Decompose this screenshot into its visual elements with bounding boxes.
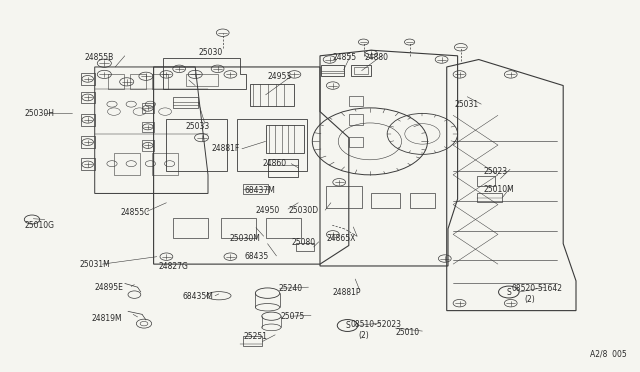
Text: S: S [506,288,511,296]
Text: 24819M: 24819M [92,314,122,323]
Text: 25033: 25033 [186,122,210,131]
Bar [173,97,198,108]
Bar [354,67,368,74]
Bar [142,103,154,113]
Text: 24880: 24880 [365,53,388,62]
Text: 25080: 25080 [291,238,316,247]
Text: A2/8  005: A2/8 005 [591,350,627,359]
Bar [221,218,256,238]
Text: 24865X: 24865X [326,234,356,243]
Bar [166,119,227,171]
Bar [349,114,363,125]
Text: 68437M: 68437M [244,186,275,195]
Bar [152,74,168,89]
Text: 24881F: 24881F [211,144,239,153]
Text: 24827G: 24827G [159,262,189,271]
Bar [81,158,95,170]
Text: 25251: 25251 [244,332,268,341]
Text: (2): (2) [525,295,536,304]
Bar [142,140,154,151]
Text: 24895E: 24895E [95,283,124,292]
Text: 24855C: 24855C [120,208,150,217]
Text: 24950: 24950 [256,206,280,215]
Text: 24860: 24860 [262,159,287,168]
Bar [81,73,95,85]
Text: 68435M: 68435M [182,292,213,301]
Text: 25075: 25075 [280,312,305,321]
Bar [266,218,301,238]
Bar [173,218,208,238]
Bar [321,65,344,76]
Bar [349,96,363,106]
Bar [410,193,435,208]
Text: 25030: 25030 [198,48,223,57]
Text: 24953: 24953 [268,72,292,81]
Text: S: S [345,321,350,330]
Text: 25030M: 25030M [229,234,260,243]
Bar [296,243,314,251]
Text: 25023: 25023 [483,167,508,176]
Text: 25010M: 25010M [483,185,514,194]
Bar [237,119,307,171]
Bar [326,186,362,208]
Bar [243,336,262,346]
Text: 25010G: 25010G [24,221,54,230]
Text: 25010: 25010 [396,328,420,337]
Bar [266,125,304,153]
Bar [186,74,218,86]
Text: 68435: 68435 [244,252,269,261]
Bar [477,176,495,186]
Bar [349,137,363,147]
Text: 08510-52023: 08510-52023 [351,320,402,329]
Bar [243,184,268,194]
Text: 08520-51642: 08520-51642 [512,284,563,293]
Bar [81,92,95,103]
Bar [268,159,298,177]
Bar [81,114,95,126]
Bar [81,136,95,148]
Text: 25240: 25240 [278,284,303,293]
Text: 25030H: 25030H [24,109,54,118]
Text: 25030D: 25030D [289,206,319,215]
Bar [250,84,294,106]
Bar [130,74,146,89]
Text: 24881P: 24881P [333,288,362,296]
Bar [108,74,124,89]
Text: 25031: 25031 [454,100,479,109]
Bar [351,65,371,76]
Bar [371,193,400,208]
Bar [114,153,140,175]
Text: 24855: 24855 [333,53,357,62]
Bar [152,153,178,175]
Bar [142,122,154,132]
Bar [477,193,502,202]
Text: 25031M: 25031M [80,260,111,269]
Text: (2): (2) [358,331,369,340]
Text: 24855B: 24855B [84,53,114,62]
